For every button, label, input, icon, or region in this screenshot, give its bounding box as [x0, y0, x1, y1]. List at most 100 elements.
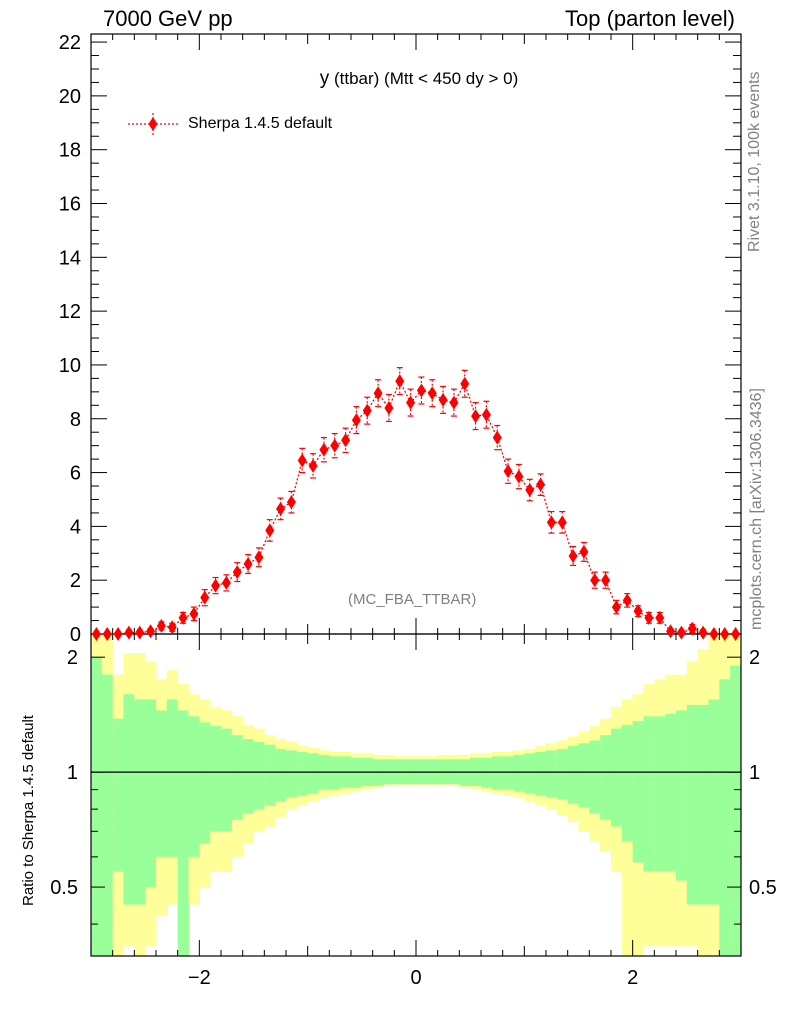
- main-y-tick-label: 20: [59, 86, 81, 108]
- ratio-band-inner: [491, 756, 504, 790]
- ratio-band-inner: [535, 751, 547, 796]
- data-point: [427, 386, 437, 401]
- ratio-y-tick-label: 2: [67, 647, 78, 669]
- data-point: [189, 606, 199, 621]
- data-point: [384, 400, 394, 415]
- data-point: [178, 610, 188, 625]
- data-point: [124, 625, 134, 640]
- ratio-band-inner: [296, 751, 309, 796]
- ratio-bands: [91, 634, 742, 956]
- data-point: [481, 407, 491, 422]
- main-y-tick-label: 18: [59, 140, 81, 162]
- main-y-tick-label: 10: [59, 355, 81, 377]
- ratio-band-inner: [611, 728, 623, 827]
- data-point: [330, 438, 340, 453]
- ratio-band-inner: [156, 710, 168, 857]
- ratio-band-inner: [686, 704, 699, 905]
- data-point: [590, 573, 600, 588]
- data-point: [514, 469, 524, 484]
- data-point: [156, 618, 166, 633]
- data-point: [633, 604, 643, 619]
- main-frame: [90, 33, 742, 635]
- ratio-y-tick-label: 1: [67, 762, 78, 784]
- ratio-band-inner: [221, 728, 233, 832]
- ratio-band-inner: [145, 699, 157, 888]
- data-point: [135, 625, 145, 640]
- ratio-band-inner: [578, 743, 590, 808]
- ratio-band-inner: [676, 710, 688, 881]
- ratio-band-inner: [242, 739, 254, 814]
- ratio-band-inner: [264, 744, 276, 806]
- data-point: [91, 627, 101, 641]
- legend-label: Sherpa 1.4.5 default: [188, 115, 333, 132]
- data-point: [265, 523, 275, 538]
- data-point: [471, 409, 481, 424]
- ratio-axis-label: Ratio to Sherpa 1.4.5 default: [20, 715, 37, 906]
- main-y-tick-label: 22: [59, 32, 81, 54]
- data-point: [416, 383, 426, 398]
- data-point: [601, 573, 611, 588]
- ratio-band-inner: [253, 741, 265, 810]
- ratio-band-inner: [513, 754, 525, 792]
- data-point: [362, 403, 372, 418]
- ratio-band-inner: [719, 679, 731, 956]
- ratio-band-inner: [708, 699, 720, 905]
- data-point: [146, 624, 156, 639]
- data-point: [243, 557, 253, 572]
- ratio-band-inner: [134, 699, 146, 905]
- ratio-band-inner: [567, 746, 579, 804]
- main-y-tick-label: 6: [70, 463, 81, 485]
- data-point: [254, 550, 264, 565]
- main-y-tick-label: 2: [70, 570, 81, 592]
- data-point: [622, 593, 632, 608]
- ratio-y-tick-label-right: 1: [749, 762, 760, 784]
- data-point: [200, 590, 210, 605]
- analysis-tag: (MC_FBA_TTBAR): [348, 591, 477, 608]
- ratio-band-inner: [697, 704, 709, 905]
- process-label: Top (parton level): [565, 6, 735, 31]
- data-point: [297, 453, 307, 468]
- rivet-label: Rivet 3.1.10, 100k events: [746, 71, 763, 252]
- data-point: [449, 395, 459, 410]
- data-point: [319, 442, 329, 457]
- data-point: [525, 483, 535, 498]
- ratio-y-tick-label-right: 2: [749, 647, 760, 669]
- main-y-tick-label: 4: [70, 516, 81, 538]
- ratio-band-inner: [600, 735, 612, 820]
- data-point: [720, 627, 730, 641]
- data-point: [113, 627, 123, 641]
- data-point: [676, 625, 686, 640]
- ratio-band-inner: [101, 674, 114, 956]
- ratio-band-inner: [166, 699, 179, 857]
- ratio-band-inner: [665, 713, 677, 872]
- data-point: [438, 392, 448, 407]
- ratio-band-inner: [329, 756, 341, 790]
- energy-label: 7000 GeV pp: [103, 6, 233, 31]
- ratio-y-tick-label: 0.5: [50, 877, 78, 899]
- data-point: [709, 627, 719, 641]
- data-point: [687, 621, 697, 636]
- data-point: [167, 620, 177, 635]
- main-axes: 0 2 4 6 8 10 12 14 16 18 20 22: [59, 32, 742, 646]
- data-point: [492, 430, 502, 445]
- data-point: [460, 376, 470, 391]
- ratio-band-inner: [188, 716, 200, 857]
- main-y-tick-label: 8: [70, 409, 81, 431]
- main-y-tick-label: 12: [59, 301, 81, 323]
- main-y-tick-label: 16: [59, 194, 81, 216]
- ratio-band-inner: [123, 694, 135, 905]
- data-point: [102, 627, 112, 641]
- data-point: [557, 515, 567, 530]
- ratio-band-inner: [524, 753, 536, 794]
- ratio-band-inner: [231, 735, 244, 820]
- chart-title-symbol: y: [319, 68, 330, 89]
- data-point: [546, 515, 556, 530]
- data-point: [351, 413, 361, 428]
- ratio-band-inner: [632, 721, 644, 863]
- ratio-band-inner: [654, 716, 666, 872]
- ratio-band-inner: [621, 724, 634, 842]
- ratio-band-inner: [556, 748, 569, 800]
- data-point: [308, 458, 318, 473]
- data-point: [395, 374, 405, 389]
- ratio-band-inner: [199, 722, 211, 844]
